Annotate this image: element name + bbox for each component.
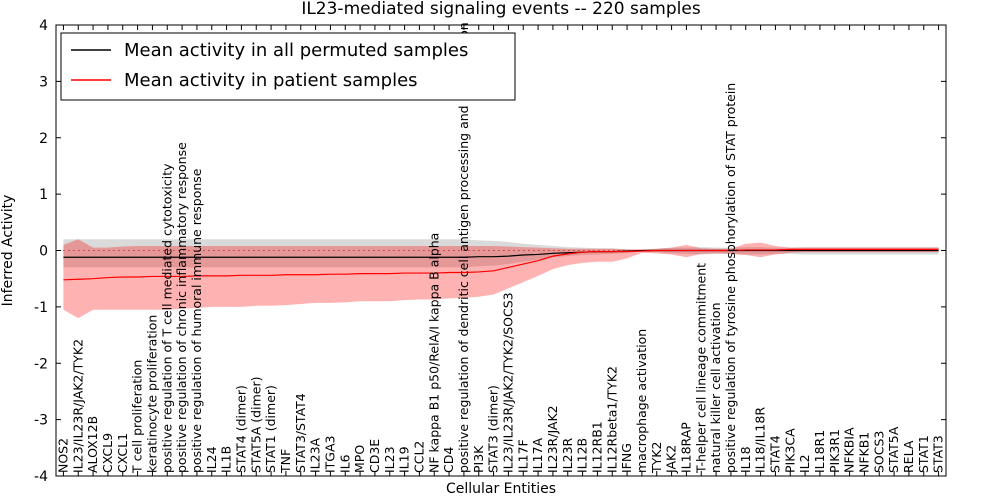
y-tick-label: -1 — [34, 300, 48, 316]
x-category-label: CCL2 — [411, 441, 426, 473]
x-category-label: IL6 — [337, 454, 352, 473]
y-axis-label: Inferred Activity — [0, 195, 16, 307]
x-category-label: STAT5A (dimer) — [248, 377, 263, 473]
x-category-label: CXCL1 — [115, 433, 130, 473]
confidence-bands — [63, 239, 939, 319]
x-category-label: NFKBIA — [842, 427, 857, 473]
x-category-label: positive regulation of dendritic cell an… — [456, 22, 471, 473]
x-category-label: IL24 — [204, 446, 219, 473]
x-category-label: T cell proliferation — [130, 360, 145, 474]
x-category-label: NFKB1 — [856, 432, 871, 473]
y-tick-label: 3 — [39, 74, 48, 90]
x-category-label: IL23/IL23R/JAK2/TYK2/SOCS3 — [500, 292, 515, 473]
x-category-label: IL17F — [515, 439, 530, 473]
x-category-label: NF kappa B1 p50/RelA/I kappa B alpha — [426, 233, 441, 473]
x-category-label: macrophage activation — [634, 329, 649, 473]
x-category-label: MPO — [352, 445, 367, 473]
y-tick-label: 4 — [39, 18, 48, 34]
x-category-label: STAT1 (dimer) — [263, 385, 278, 473]
band-permuted — [63, 239, 939, 268]
x-category-label: CXCL9 — [100, 433, 115, 473]
x-category-label: IL18/IL18R — [753, 407, 768, 473]
x-category-label: SOCS3 — [871, 431, 886, 473]
x-category-label: IL18R1 — [812, 430, 827, 473]
x-category-label: IFNG — [619, 443, 634, 473]
legend: Mean activity in all permuted samples Mea… — [60, 32, 516, 101]
x-category-label: CD3E — [367, 439, 382, 473]
x-category-label: IL12Rbeta1/TYK2 — [604, 366, 619, 473]
y-tick-label: -3 — [34, 413, 48, 429]
series-lines — [63, 248, 939, 281]
plot-frame — [55, 24, 947, 477]
x-category-label: IL19 — [397, 446, 412, 473]
series-line-permuted — [63, 249, 939, 258]
x-category-label: IL18 — [738, 446, 753, 473]
x-category-label: natural killer cell activation — [708, 302, 723, 473]
x-category-label: IL23/IL23R/JAK2/TYK2 — [70, 339, 85, 473]
x-category-label: IL2 — [797, 454, 812, 473]
x-category-label: CD4 — [441, 447, 456, 473]
y-tick-label: -2 — [34, 356, 48, 372]
chart-title: IL23-mediated signaling events -- 220 sa… — [301, 0, 701, 19]
x-axis-label: Cellular Entities — [446, 481, 556, 497]
x-category-label: RELA — [901, 440, 916, 473]
legend-entry-label: Mean activity in patient samples — [124, 70, 418, 91]
x-category-label: IL1B — [219, 446, 234, 473]
x-category-label: T-helper cell lineage commitment — [693, 263, 708, 474]
x-category-label: STAT4 (dimer) — [233, 385, 248, 473]
x-category-label: STAT1 — [916, 435, 931, 473]
x-category-label: IL23A — [308, 437, 323, 473]
x-category-label: IL12B — [575, 438, 590, 473]
x-category-label: STAT3 (dimer) — [486, 385, 501, 473]
x-category-label: NOS2 — [55, 438, 70, 473]
x-category-label: positive regulation of chronic inflammat… — [174, 142, 189, 473]
x-category-label: PIK3R1 — [827, 429, 842, 473]
x-category-label: IL23R — [560, 437, 575, 473]
x-category-label: IL23 — [382, 446, 397, 473]
y-tick-label: 2 — [39, 131, 48, 147]
x-axis: NOS2 IL23/IL23R/JAK2/TYK2 ALOX12B CXCL9 CXCL… — [55, 22, 946, 476]
y-tick-label: 0 — [39, 244, 48, 260]
legend-entry-label: Mean activity in all permuted samples — [124, 40, 468, 61]
x-category-label: PIK3CA — [782, 428, 797, 473]
x-category-label: IL18RAP — [678, 422, 693, 473]
x-category-label: STAT3 — [931, 435, 946, 473]
x-category-label: JAK2 — [664, 445, 679, 474]
x-category-label: keratinocyte proliferation — [144, 315, 159, 473]
x-category-label: positive regulation of humoral immune re… — [189, 168, 204, 473]
series-line-patient — [63, 248, 939, 281]
x-category-label: IL23R/JAK2 — [545, 405, 560, 473]
x-category-label: ALOX12B — [85, 416, 100, 473]
x-category-label: TYK2 — [649, 442, 664, 474]
x-category-label: IL12RB1 — [589, 421, 604, 473]
x-category-label: IL17A — [530, 437, 545, 473]
y-tick-label: -4 — [34, 469, 48, 485]
legend-box — [60, 32, 516, 101]
x-category-label: TNF — [278, 449, 293, 474]
x-category-label: STAT3/STAT4 — [293, 393, 308, 473]
x-category-label: positive regulation of tyrosine phosphor… — [723, 83, 738, 473]
x-category-label: PI3K — [471, 445, 486, 473]
x-category-label: STAT4 — [767, 435, 782, 473]
x-category-label: STAT5A — [886, 426, 901, 473]
x-category-label: ITGA3 — [322, 435, 337, 473]
x-category-label: positive regulation of T cell mediated c… — [159, 163, 174, 473]
y-axis: -4 -3 -2 -1 0 1 2 3 4 — [34, 18, 946, 485]
y-tick-label: 1 — [39, 187, 48, 203]
band-patient — [63, 239, 939, 319]
